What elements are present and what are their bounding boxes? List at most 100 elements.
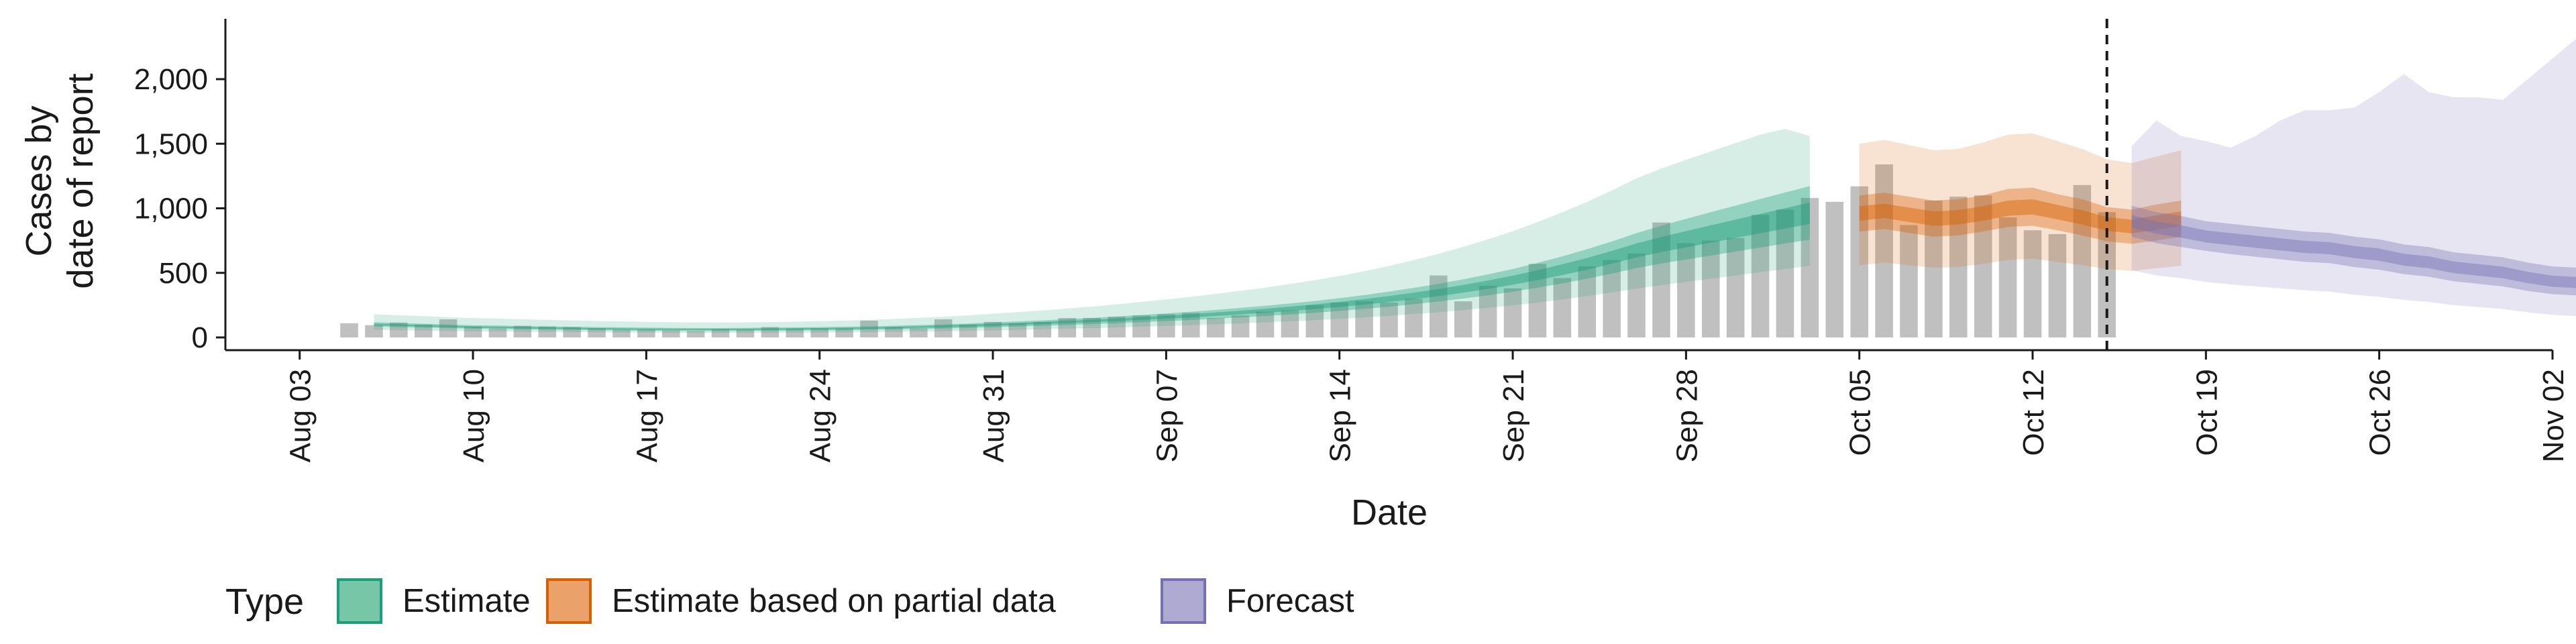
observed-bar: [1900, 225, 1918, 337]
observed-bar: [835, 328, 853, 337]
observed-bar: [1701, 240, 1720, 338]
band-90-estimate: [374, 129, 1810, 333]
observed-bar: [612, 329, 631, 337]
observed-bar: [1801, 198, 1819, 337]
observed-bar: [1430, 275, 1448, 337]
legend-key-forecast: [1161, 578, 1206, 624]
band-group-partial: [1859, 133, 2182, 271]
observed-bar: [538, 326, 557, 337]
observed-bar: [1503, 288, 1522, 337]
observed-bar: [1355, 301, 1373, 337]
observed-bar: [1281, 310, 1299, 337]
legend-label-partial: Estimate based on partial data: [612, 583, 1057, 619]
observed-bar: [390, 322, 408, 337]
observed-bar: [1825, 201, 1844, 338]
observed-bar: [1925, 200, 1943, 337]
legend-key-partial: [546, 578, 592, 624]
observed-bar: [588, 328, 606, 337]
observed-bar: [340, 323, 358, 337]
observed-bar: [1528, 264, 1547, 337]
observed-bar: [1181, 313, 1200, 337]
band-group-estimate: [374, 129, 1810, 333]
observed-bar: [1206, 318, 1225, 338]
observed-bar: [414, 324, 433, 337]
x-tick-label: Nov 02: [2537, 369, 2570, 462]
observed-bar: [1305, 305, 1324, 338]
band-50-forecast: [2131, 205, 2576, 296]
observed-bar: [1008, 323, 1027, 337]
observed-bar: [1553, 278, 1572, 337]
observed-bar: [1627, 253, 1646, 338]
x-tick-label: Aug 24: [804, 369, 837, 462]
x-tick-label: Aug 17: [631, 369, 663, 462]
observed-bar: [1776, 209, 1794, 337]
y-tick-label: 1,000: [134, 193, 208, 225]
observed-bar: [1108, 317, 1126, 337]
observed-bar: [910, 328, 928, 337]
x-axis-title: Date: [1351, 492, 1428, 533]
observed-bar: [488, 328, 507, 337]
band-90-forecast: [2131, 38, 2576, 317]
observed-bar: [959, 324, 977, 337]
observed-bar: [1652, 222, 1670, 337]
observed-bar: [2073, 184, 2092, 337]
credible-interval-bands: [374, 38, 2576, 333]
band-20-forecast: [2131, 215, 2576, 288]
y-tick-label: 1,500: [134, 127, 208, 160]
legend-label-estimate: Estimate: [402, 583, 531, 619]
y-tick-label: 0: [192, 321, 208, 354]
observed-bar: [1330, 303, 1348, 337]
observed-bar: [513, 325, 532, 337]
legend-key-estimate: [337, 578, 382, 624]
observed-bar: [1726, 237, 1745, 337]
observed-bar: [2048, 234, 2067, 337]
observed-bar: [365, 325, 383, 337]
observed-bar: [1231, 315, 1250, 337]
x-tick-label: Sep 21: [1497, 369, 1530, 462]
x-tick-label: Oct 26: [2364, 369, 2397, 456]
observed-bar: [711, 329, 730, 337]
x-tick-label: Oct 12: [2017, 369, 2050, 456]
observed-bar: [1058, 318, 1077, 338]
x-tick-label: Sep 07: [1150, 369, 1183, 462]
legend-label-forecast: Forecast: [1226, 583, 1354, 619]
y-tick-label: 500: [159, 257, 208, 290]
observed-bar: [464, 326, 482, 337]
observed-bar: [761, 327, 780, 337]
x-tick-label: Oct 05: [1844, 369, 1877, 456]
observed-bar: [1454, 301, 1472, 337]
observed-bar: [1157, 314, 1175, 337]
observed-bar: [934, 319, 953, 337]
observed-bar: [1033, 321, 1052, 337]
observed-bar: [1380, 303, 1398, 337]
observed-bar: [1998, 217, 2017, 337]
observed-bar: [736, 329, 755, 337]
observed-bar: [1405, 299, 1423, 337]
observed-bar: [810, 328, 828, 337]
x-tick-label: Sep 28: [1670, 369, 1703, 462]
observed-bar: [1949, 197, 1968, 337]
band-group-forecast: [2131, 38, 2576, 317]
legend-title: Type: [225, 582, 304, 622]
x-tick-label: Oct 19: [2190, 369, 2223, 456]
band-90-partial: [1859, 133, 2182, 271]
observed-bar: [860, 320, 878, 337]
y-tick-label: 2,000: [134, 63, 208, 96]
observed-bar: [1132, 315, 1150, 337]
observed-bar: [439, 319, 458, 337]
observed-bar: [661, 330, 680, 337]
observed-bar: [885, 327, 903, 337]
observed-cases-bars: [340, 164, 2116, 338]
legend: Type Estimate Estimate based on partial d…: [225, 578, 1354, 624]
observed-bar: [1479, 286, 1497, 337]
y-axis-ticks: 0 500 1,000 1,500 2,000: [134, 63, 225, 354]
observed-bar: [1603, 260, 1621, 337]
observed-bar: [563, 327, 581, 337]
observed-bar: [1677, 243, 1695, 337]
x-axis-ticks: Aug 03 Aug 10 Aug 17 Aug 24 Aug 31 Sep 07 Sep …: [284, 350, 2570, 462]
band-20-partial: [1859, 199, 2182, 233]
observed-bar: [1875, 164, 1893, 338]
